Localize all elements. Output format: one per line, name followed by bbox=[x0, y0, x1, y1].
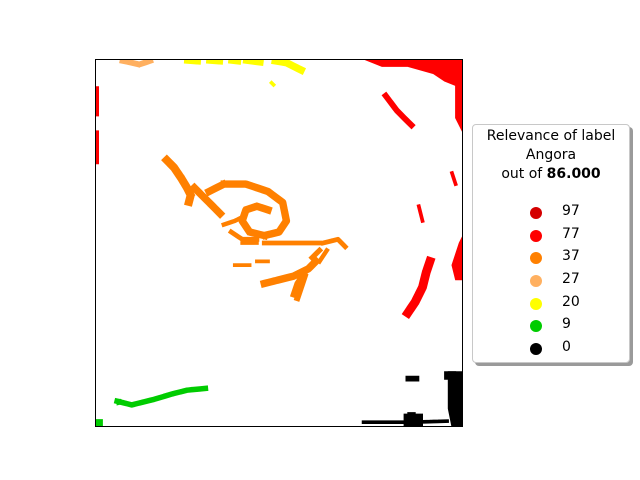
legend-title-line2: Angora bbox=[525, 147, 577, 163]
legend-box: Relevance of label Angora out of 86.000 … bbox=[472, 124, 630, 363]
region-20-4 bbox=[271, 59, 307, 75]
legend-title-line1: Relevance of label bbox=[486, 128, 616, 144]
legend-entry-97: 97 bbox=[473, 202, 629, 225]
legend-label: 20 bbox=[562, 293, 580, 310]
legend-entry-0: 0 bbox=[473, 338, 629, 361]
legend-label: 37 bbox=[562, 248, 580, 265]
region-20-2 bbox=[227, 59, 242, 65]
legend-entry-37: 37 bbox=[473, 247, 629, 270]
region-77-7 bbox=[416, 203, 425, 224]
region-20-1 bbox=[205, 59, 224, 65]
region-0-5 bbox=[444, 371, 457, 380]
legend-title-prefix: out of bbox=[501, 166, 547, 182]
region-37-13 bbox=[316, 247, 330, 265]
region-37-4 bbox=[227, 228, 260, 242]
region-77-6 bbox=[451, 235, 463, 281]
series-37 bbox=[161, 154, 349, 302]
region-20-3 bbox=[242, 59, 264, 67]
plot-frame bbox=[95, 59, 463, 427]
legend-label: 0 bbox=[562, 339, 571, 356]
series-0 bbox=[361, 371, 463, 427]
legend-marker bbox=[530, 320, 542, 333]
region-77-2 bbox=[381, 91, 416, 130]
legend-title: Relevance of label Angora out of 86.000 bbox=[473, 127, 629, 184]
legend-label: 77 bbox=[562, 225, 580, 242]
legend-label: 9 bbox=[562, 316, 571, 333]
region-0-3 bbox=[407, 412, 416, 415]
region-37-2 bbox=[189, 182, 226, 219]
region-27-0 bbox=[119, 59, 154, 68]
legend-title-value: 86.000 bbox=[546, 166, 601, 182]
region-0-0 bbox=[447, 371, 463, 427]
region-37-3 bbox=[221, 214, 246, 228]
legend-marker bbox=[530, 252, 542, 265]
legend-entry-77: 77 bbox=[473, 225, 629, 248]
region-9-1 bbox=[116, 398, 126, 406]
region-37-8 bbox=[259, 256, 322, 288]
legend-entry-20: 20 bbox=[473, 293, 629, 316]
legend-title-line3: out of 86.000 bbox=[473, 165, 629, 184]
legend-entry-27: 27 bbox=[473, 270, 629, 293]
region-9-0 bbox=[113, 385, 209, 408]
region-37-1 bbox=[204, 180, 291, 240]
region-77-5 bbox=[401, 255, 436, 320]
series-27 bbox=[119, 59, 154, 68]
region-77-1 bbox=[455, 59, 463, 133]
legend-marker bbox=[530, 275, 542, 288]
region-77-8 bbox=[449, 170, 458, 187]
legend-label: 27 bbox=[562, 271, 580, 288]
legend-marker bbox=[530, 207, 542, 219]
region-37-0 bbox=[161, 154, 195, 208]
series-9 bbox=[95, 385, 209, 427]
region-37-14 bbox=[308, 246, 324, 262]
legend-marker bbox=[530, 297, 542, 310]
series-20 bbox=[183, 59, 307, 88]
legend-marker bbox=[530, 229, 542, 242]
region-20-5 bbox=[268, 80, 277, 88]
series-77 bbox=[95, 59, 463, 320]
legend-entries: 97 77 37 27 20 9 0 bbox=[473, 202, 629, 361]
region-0-2 bbox=[403, 413, 423, 427]
region-37-10 bbox=[293, 272, 309, 302]
legend-marker bbox=[530, 343, 542, 356]
region-37-7 bbox=[320, 236, 349, 251]
legend-label: 97 bbox=[562, 203, 580, 219]
region-0-4 bbox=[405, 375, 420, 382]
region-77-0 bbox=[363, 59, 463, 89]
region-9-2 bbox=[95, 419, 103, 427]
region-20-0 bbox=[183, 59, 202, 65]
legend-entry-9: 9 bbox=[473, 315, 629, 338]
